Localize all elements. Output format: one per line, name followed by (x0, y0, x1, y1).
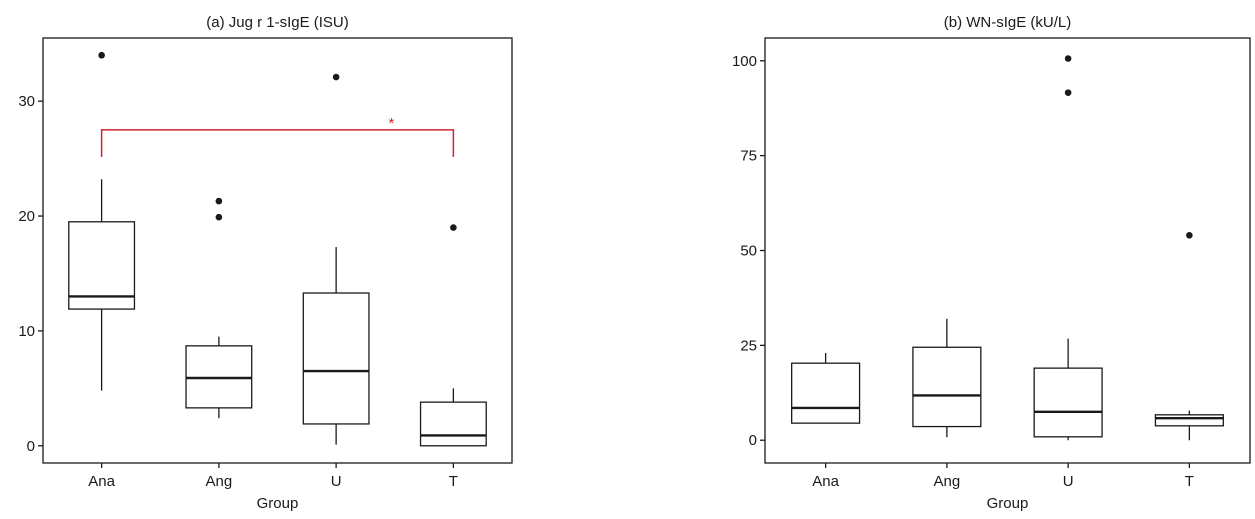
x-tick-label: Ang (934, 473, 961, 490)
outlier-point (215, 197, 223, 205)
outlier-point (215, 213, 223, 221)
y-tick-label: 20 (18, 208, 35, 225)
box (1154, 414, 1224, 427)
outlier-point (1064, 55, 1072, 62)
box (791, 362, 861, 424)
y-tick-label: 0 (27, 438, 35, 455)
x-tick-label: U (1063, 473, 1074, 490)
outlier-point (450, 224, 457, 231)
x-tick-label: Ana (812, 473, 839, 490)
x-tick-label: U (331, 473, 342, 490)
box (68, 221, 136, 310)
significance-bracket (100, 129, 455, 157)
chart-title: (a) Jug r 1-sIgE (ISU) (206, 14, 349, 31)
x-tick-label: Ana (88, 473, 115, 490)
box (912, 346, 982, 428)
y-tick-label: 100 (732, 53, 757, 70)
x-tick-label: T (1185, 473, 1194, 490)
box (419, 401, 487, 447)
outlier-point (332, 73, 340, 81)
y-tick-label: 30 (18, 93, 35, 110)
x-axis-title: Group (257, 495, 299, 512)
outlier-point (1186, 232, 1193, 239)
chart-title: (b) WN-sIgE (kU/L) (944, 14, 1072, 31)
significance-label: * (388, 115, 394, 132)
y-tick-label: 50 (740, 243, 757, 260)
x-axis-title: Group (987, 495, 1029, 512)
y-tick-label: 10 (18, 323, 35, 340)
y-tick-label: 75 (740, 148, 757, 165)
box (1033, 367, 1103, 438)
y-tick-label: 0 (749, 432, 757, 449)
outlier-point (98, 51, 105, 59)
panel-a: (a) Jug r 1-sIgE (ISU) 0 10 20 30 Ana Ang U T Gro… (18, 14, 513, 512)
plot-frame (42, 37, 513, 464)
outlier-point (1064, 89, 1072, 96)
panel-b: (b) WN-sIgE (kU/L) 0 25 50 75 100 Ana Ang U T Grou… (732, 14, 1251, 512)
x-tick-label: T (449, 473, 458, 490)
x-tick-label: Ang (206, 473, 233, 490)
y-tick-label: 25 (740, 337, 757, 354)
box (302, 292, 370, 425)
